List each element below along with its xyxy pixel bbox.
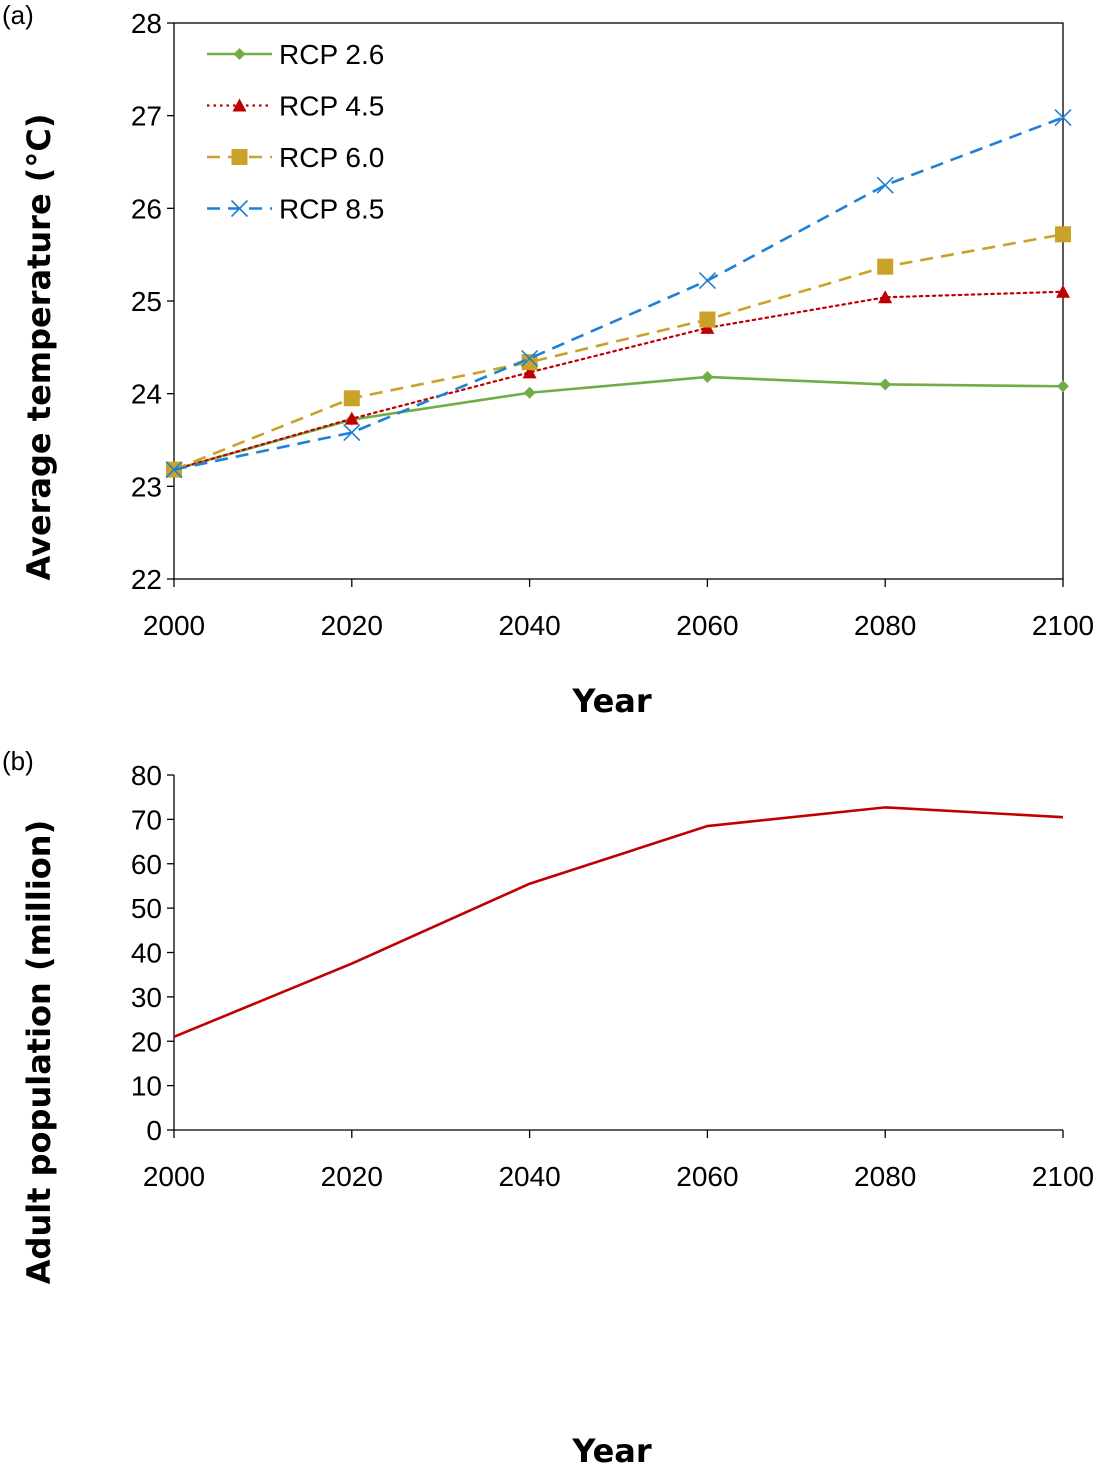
y-tick-label: 80 xyxy=(131,760,162,791)
series-2 xyxy=(167,284,1070,476)
legend-entry: RCP 2.6 xyxy=(207,39,384,70)
panel-a-x-tick-labels: 2000 2020 2040 2060 2080 2100 xyxy=(143,610,1094,641)
legend-entry: RCP 4.5 xyxy=(207,91,384,122)
data-point-square xyxy=(877,258,894,275)
data-point-diamond xyxy=(523,386,536,399)
y-tick-label: 30 xyxy=(131,982,162,1013)
panel-a-axes xyxy=(167,22,1064,587)
data-point-diamond xyxy=(701,370,714,383)
legend-label: RCP 4.5 xyxy=(279,91,384,122)
y-tick-label: 50 xyxy=(131,893,162,924)
legend-label: RCP 8.5 xyxy=(279,194,384,225)
y-tick-label: 25 xyxy=(131,286,162,317)
data-point-square xyxy=(1055,226,1071,243)
x-tick-label: 2100 xyxy=(1032,610,1094,641)
y-tick-label: 28 xyxy=(131,8,162,39)
panel-a-y-axis-title: Average temperature (°C) xyxy=(20,113,58,580)
data-point-triangle xyxy=(878,290,893,304)
panel-b-series xyxy=(173,806,1064,1039)
data-point-square xyxy=(231,149,248,165)
data-point-x xyxy=(343,424,361,442)
data-point-diamond xyxy=(233,48,246,60)
panel-a-x-axis-title: Year xyxy=(571,682,652,720)
series-line xyxy=(173,233,1064,471)
x-tick-label: 2020 xyxy=(321,610,383,641)
x-tick-label: 2040 xyxy=(498,1161,560,1192)
y-tick-label: 40 xyxy=(131,938,162,969)
data-point-triangle xyxy=(232,98,247,112)
y-tick-label: 22 xyxy=(131,564,162,595)
series-1 xyxy=(168,370,1069,476)
data-point-x xyxy=(521,349,539,368)
x-tick-label: 2000 xyxy=(143,1161,205,1192)
panel-a-y-tick-labels: 22 23 24 25 26 27 28 xyxy=(131,8,162,595)
y-tick-label: 60 xyxy=(131,849,162,880)
data-point-x xyxy=(698,272,716,290)
panel-b-y-tick-labels: 0 10 20 30 40 50 60 70 80 xyxy=(131,760,162,1146)
x-tick-label: 2060 xyxy=(676,1161,738,1192)
y-tick-label: 24 xyxy=(131,379,162,410)
legend-entry: RCP 6.0 xyxy=(207,142,384,173)
panel-b-y-axis-title: Adult population (million) xyxy=(20,820,58,1284)
panel-b-x-tick-labels: 2000 2020 2040 2060 2080 2100 xyxy=(143,1161,1094,1192)
data-point-square xyxy=(343,390,360,407)
series-line xyxy=(173,116,1064,471)
x-tick-label: 2060 xyxy=(676,610,738,641)
y-tick-label: 70 xyxy=(131,804,162,835)
data-point-diamond xyxy=(1057,380,1069,393)
panel-a-label: (a) xyxy=(2,0,34,30)
y-tick-label: 27 xyxy=(131,101,162,132)
data-point-diamond xyxy=(879,378,892,391)
x-tick-label: 2100 xyxy=(1032,1161,1094,1192)
y-tick-label: 26 xyxy=(131,193,162,224)
data-point-x xyxy=(1054,108,1072,127)
legend-label: RCP 2.6 xyxy=(279,39,384,70)
data-point-x xyxy=(165,461,183,479)
data-point-triangle xyxy=(1056,284,1070,298)
series-3 xyxy=(166,226,1071,478)
panel-a-legend: RCP 2.6 RCP 4.5 RCP 6.0 RCP 8.5 xyxy=(207,39,384,225)
series-1 xyxy=(173,806,1064,1039)
data-point-x xyxy=(876,176,894,194)
x-tick-label: 2080 xyxy=(854,1161,916,1192)
series-line xyxy=(173,375,1064,471)
series-4 xyxy=(165,108,1072,479)
legend-entry: RCP 8.5 xyxy=(207,194,384,225)
data-point-x xyxy=(230,199,249,218)
legend-label: RCP 6.0 xyxy=(279,142,384,173)
data-point-square xyxy=(699,311,716,328)
x-tick-label: 2020 xyxy=(321,1161,383,1192)
y-tick-label: 23 xyxy=(131,471,162,502)
panel-b-axes xyxy=(167,774,1064,1138)
series-line xyxy=(172,290,1065,471)
y-tick-label: 10 xyxy=(131,1071,162,1102)
x-tick-label: 2000 xyxy=(143,610,205,641)
y-tick-label: 0 xyxy=(146,1115,162,1146)
series-line xyxy=(173,806,1064,1039)
y-tick-label: 20 xyxy=(131,1026,162,1057)
panel-b-x-axis-title: Year xyxy=(571,1432,652,1467)
panel-b-label: (b) xyxy=(2,746,34,776)
x-tick-label: 2080 xyxy=(854,610,916,641)
data-point-triangle xyxy=(522,365,537,379)
panel-a-series xyxy=(165,108,1072,479)
x-tick-label: 2040 xyxy=(498,610,560,641)
data-point-square xyxy=(521,354,538,371)
data-point-triangle xyxy=(344,411,359,425)
